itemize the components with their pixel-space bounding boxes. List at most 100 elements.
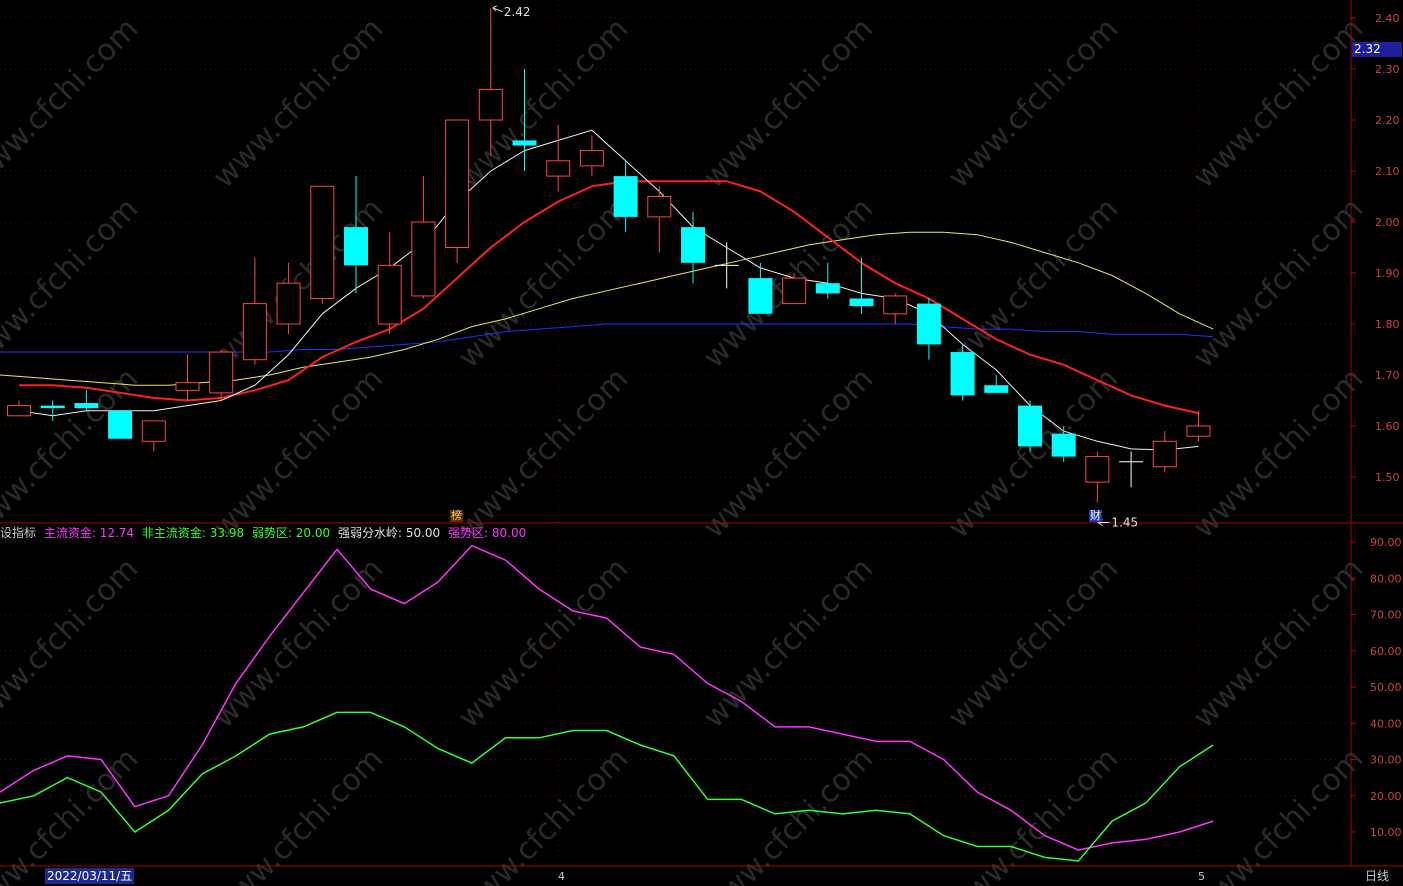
price-tick-label: 1.70 [1375, 369, 1400, 382]
month-mark-5: 5 [1198, 870, 1205, 883]
candle-up [478, 7, 503, 156]
candle-body [40, 405, 65, 409]
candle-down [681, 211, 705, 284]
price-tick-label: 2.30 [1375, 63, 1400, 76]
candle-up [647, 186, 672, 253]
indicator-tick-label: 50.00 [1370, 681, 1402, 694]
candle-down [108, 410, 133, 439]
candle-down [344, 176, 368, 294]
candle-body [916, 303, 941, 345]
leaderboard-badge[interactable]: 榜 [450, 509, 463, 522]
candle-up [1152, 431, 1177, 472]
candle-body [950, 352, 975, 396]
main-fund-line [0, 544, 1214, 851]
price-axis-ticks: 2.40 2.30 2.20 2.10 2.00 1.90 1.80 1.70 1.60 1.50 [1351, 12, 1400, 484]
candle-up [242, 257, 267, 365]
low-price-marker: 1.45 [1111, 516, 1138, 530]
price-tick-label: 1.60 [1375, 420, 1400, 433]
watermark-text: www.cfchi.com [451, 361, 635, 545]
candle-up [310, 185, 335, 304]
price-markers: 2.42 1.45 4 5 [492, 5, 1205, 883]
indicator-title[interactable]: 设指标 [0, 526, 37, 540]
month-mark-4: 4 [558, 870, 565, 883]
candle-body [512, 140, 537, 146]
candle-body [849, 298, 874, 307]
legend-divide: 强弱分水岭: 50.00 [337, 526, 441, 540]
price-tick-label: 2.10 [1375, 165, 1400, 178]
candle-body [7, 405, 31, 417]
watermark-text: www.cfchi.com [451, 191, 635, 375]
watermark-text: www.cfchi.com [206, 11, 390, 195]
candle-up [175, 354, 200, 401]
candle-up [579, 135, 604, 177]
candle-body [377, 264, 402, 325]
candle-body [1018, 405, 1042, 447]
candle-up [1186, 410, 1211, 442]
legend-main-fund: 主流资金: 12.74 [43, 526, 135, 540]
candle-body [445, 119, 470, 248]
watermark-text: www.cfchi.com [0, 361, 145, 545]
candle-down [512, 69, 537, 171]
watermark-text: www.cfchi.com [0, 11, 145, 195]
candlestick-series [7, 7, 1211, 503]
legend-strong-zone: 强势区: 80.00 [448, 526, 527, 540]
legend-non-main-fund: 非主流资金: 33.98 [141, 526, 245, 540]
candle-up [445, 119, 470, 263]
candle-up [1085, 451, 1110, 503]
indicator-tick-label: 90.00 [1370, 536, 1402, 549]
candle-body [984, 385, 1009, 393]
candle-body [647, 196, 672, 218]
watermark-text: www.cfchi.com [696, 741, 880, 886]
watermark-text: www.cfchi.com [941, 11, 1125, 195]
candle-up [276, 262, 301, 335]
cursor-date-label: 2022/03/11/五 [45, 868, 135, 884]
ma-blue-line [0, 323, 1214, 353]
axes-frame [0, 0, 1403, 867]
candle-down [40, 400, 65, 421]
candle-body [1152, 440, 1177, 468]
period-label[interactable]: 日线 [1365, 869, 1390, 883]
candle-body [1186, 425, 1211, 437]
indicator-tick-label: 40.00 [1370, 717, 1402, 730]
candle-body [1051, 433, 1076, 457]
candle-body [209, 351, 234, 394]
indicator-tick-label: 60.00 [1370, 645, 1402, 658]
indicator-tick-label: 10.00 [1370, 826, 1402, 839]
candle-body [681, 227, 705, 263]
watermark-text: www.cfchi.com [451, 551, 635, 735]
indicator-tick-label: 80.00 [1370, 572, 1402, 585]
candle-doji [1119, 451, 1144, 488]
watermark-text: www.cfchi.com [1186, 551, 1370, 735]
price-tick-label: 1.90 [1375, 267, 1400, 280]
candle-down [815, 262, 840, 299]
candle-body [276, 282, 301, 325]
candle-body [613, 176, 638, 217]
watermark-text: www.cfchi.com [0, 741, 145, 886]
ma-yellow-line [0, 231, 1214, 386]
candle-body [242, 303, 267, 361]
finance-report-badge[interactable]: 财 [1089, 509, 1102, 522]
indicator-tick-label: 30.00 [1370, 754, 1402, 767]
candle-up [883, 293, 908, 324]
candle-body [748, 278, 773, 314]
watermark-text: www.cfchi.com [1186, 191, 1370, 375]
ma-white-line [18, 129, 1199, 451]
candle-body [175, 382, 200, 391]
current-price-tag: 2.32 [1352, 42, 1402, 57]
candle-down [1051, 426, 1076, 462]
candle-body [782, 277, 807, 305]
candle-doji [714, 242, 739, 289]
price-tick-label: 2.20 [1375, 114, 1400, 127]
price-tick-label: 1.50 [1375, 471, 1400, 484]
candle-body [344, 227, 368, 266]
candle-body [478, 88, 503, 121]
candle-body [108, 410, 133, 439]
watermark-text: www.cfchi.com [1186, 11, 1370, 195]
price-tick-label: 2.00 [1375, 216, 1400, 229]
candle-up [7, 400, 31, 417]
indicator-legend: 设指标 主流资金: 12.74 非主流资金: 33.98 弱势区: 20.00 … [0, 524, 530, 542]
candle-down [74, 390, 99, 411]
price-tick-label: 2.40 [1375, 12, 1400, 25]
legend-weak-zone: 弱势区: 20.00 [251, 526, 331, 540]
